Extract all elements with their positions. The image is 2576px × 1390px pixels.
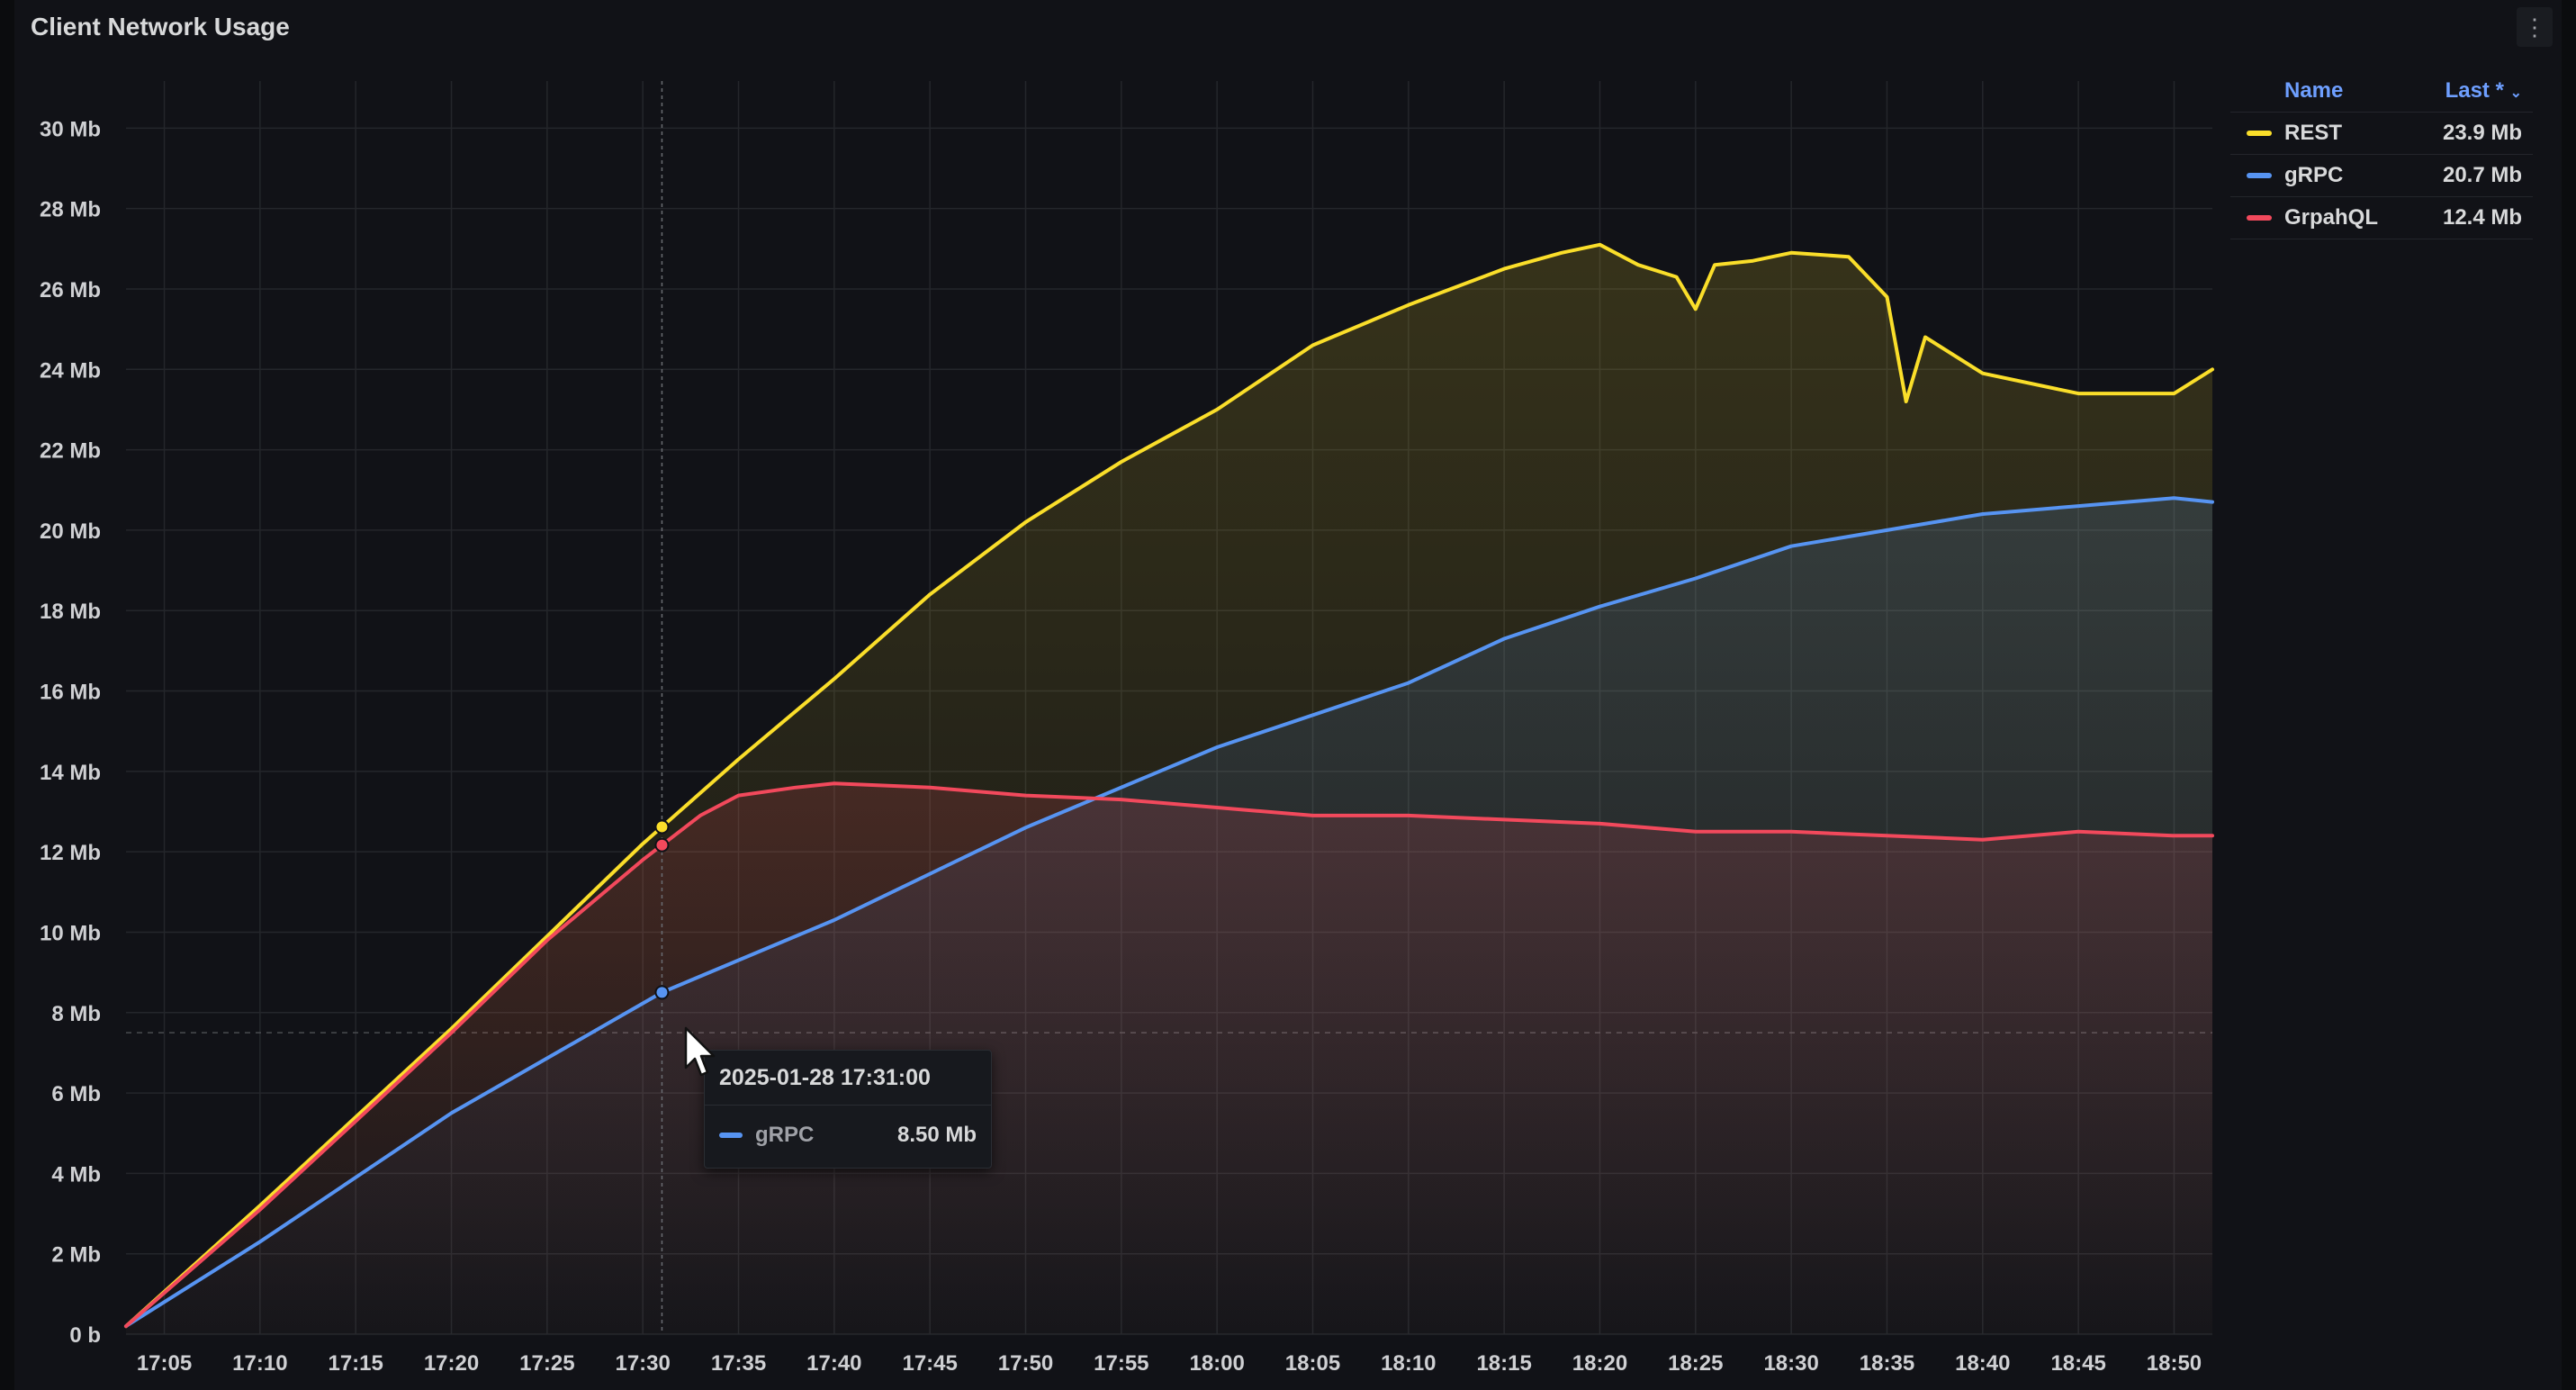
legend-swatch: [2247, 173, 2272, 178]
y-tick-label: 6 Mb: [51, 1082, 101, 1106]
legend-series-name: gRPC: [2284, 163, 2344, 187]
panel-title: Client Network Usage: [31, 13, 290, 41]
tooltip-value: 8.50 Mb: [896, 1123, 977, 1147]
y-tick-label: 2 Mb: [51, 1243, 101, 1268]
y-tick-label: 30 Mb: [40, 117, 101, 141]
series-line-grpahql[interactable]: [124, 781, 2214, 1329]
y-tick-label: 4 Mb: [51, 1162, 101, 1187]
panel-menu-button[interactable]: ⋮: [2517, 7, 2553, 47]
y-tick-label: 8 Mb: [51, 1002, 101, 1026]
tooltip-time: 2025-01-28 17:31:00: [719, 1065, 931, 1090]
x-tick-label: 18:15: [1476, 1351, 1531, 1376]
series-line-rest[interactable]: [124, 242, 2214, 1329]
y-tick-label: 22 Mb: [40, 439, 101, 464]
y-tick-label: 0 b: [69, 1323, 101, 1348]
series-line-grpc[interactable]: [124, 496, 2214, 1329]
y-tick-label: 20 Mb: [40, 519, 101, 544]
x-tick-label: 17:05: [137, 1351, 192, 1376]
y-tick-label: 14 Mb: [40, 761, 101, 785]
hover-point-rest: [654, 819, 670, 835]
y-tick-label: 16 Mb: [40, 681, 101, 705]
x-tick-label: 17:55: [1094, 1351, 1148, 1376]
legend-col-name[interactable]: Name: [2284, 78, 2344, 103]
legend-series-name: GrpahQL: [2284, 205, 2379, 230]
legend-item-graphql[interactable]: GrpahQL 12.4 Mb: [2230, 196, 2533, 239]
y-tick-label: 28 Mb: [40, 198, 101, 222]
x-tick-label: 18:40: [1955, 1351, 2010, 1376]
tooltip-series-name: gRPC: [755, 1123, 815, 1147]
x-tick-label: 18:05: [1285, 1351, 1340, 1376]
x-tick-label: 17:20: [424, 1351, 479, 1376]
x-tick-label: 17:10: [232, 1351, 287, 1376]
x-tick-label: 17:35: [711, 1351, 766, 1376]
y-tick-label: 18 Mb: [40, 600, 101, 624]
x-tick-label: 17:45: [902, 1351, 957, 1376]
legend-last-value: 20.7 Mb: [2442, 163, 2522, 187]
kebab-vertical-icon: ⋮: [2523, 14, 2546, 41]
legend-header: Name Last * ⌄: [2230, 70, 2533, 112]
tooltip-row: gRPC 8.50 Mb: [719, 1119, 977, 1151]
series-areas: [126, 244, 2212, 1334]
x-tick-label: 18:10: [1381, 1351, 1436, 1376]
x-tick-label: 18:00: [1189, 1351, 1244, 1376]
tooltip-swatch: [719, 1133, 743, 1138]
legend-item-grpc[interactable]: gRPC 20.7 Mb: [2230, 154, 2533, 196]
y-tick-label: 26 Mb: [40, 278, 101, 302]
x-tick-label: 17:40: [806, 1351, 861, 1376]
x-tick-label: 17:30: [615, 1351, 670, 1376]
legend-series-name: REST: [2284, 121, 2343, 145]
hover-point-grpc: [654, 985, 670, 1000]
hover-point-grpahql: [654, 837, 670, 853]
x-tick-label: 18:30: [1763, 1351, 1818, 1376]
series-lines: [124, 242, 2214, 1329]
legend-item-rest[interactable]: REST 23.9 Mb: [2230, 112, 2533, 154]
x-axis: 17:05 17:10 17:15 17:20 17:25 17:30 17:35 17:40…: [137, 1351, 2202, 1376]
tooltip-divider: [705, 1105, 991, 1106]
x-tick-label: 17:15: [328, 1351, 383, 1376]
legend-col-last[interactable]: Last * ⌄: [2445, 78, 2522, 103]
legend-last-value: 12.4 Mb: [2442, 205, 2522, 230]
hover-points: [654, 819, 670, 1000]
x-tick-label: 17:25: [519, 1351, 574, 1376]
y-tick-label: 24 Mb: [40, 358, 101, 383]
chevron-down-icon: ⌄: [2509, 86, 2522, 101]
y-tick-label: 10 Mb: [40, 921, 101, 945]
legend: Name Last * ⌄ REST 23.9 Mb gRPC 20.7 Mb …: [2230, 70, 2533, 239]
x-tick-label: 18:35: [1860, 1351, 1914, 1376]
x-tick-label: 17:50: [998, 1351, 1053, 1376]
legend-swatch: [2247, 131, 2272, 136]
y-axis: 0 b 2 Mb 4 Mb 6 Mb 8 Mb 10 Mb 12 Mb 14 Mb 16 Mb 1…: [40, 117, 101, 1348]
x-tick-label: 18:20: [1572, 1351, 1627, 1376]
x-tick-label: 18:45: [2050, 1351, 2105, 1376]
legend-last-value: 23.9 Mb: [2442, 121, 2522, 145]
mouse-pointer-icon: [684, 1026, 716, 1077]
x-tick-label: 18:25: [1668, 1351, 1723, 1376]
series-area-grpahql: [126, 783, 2212, 1334]
y-tick-label: 12 Mb: [40, 841, 101, 865]
legend-swatch: [2247, 215, 2272, 221]
hover-tooltip: 2025-01-28 17:31:00 gRPC 8.50 Mb: [704, 1050, 992, 1169]
x-tick-label: 18:50: [2147, 1351, 2202, 1376]
